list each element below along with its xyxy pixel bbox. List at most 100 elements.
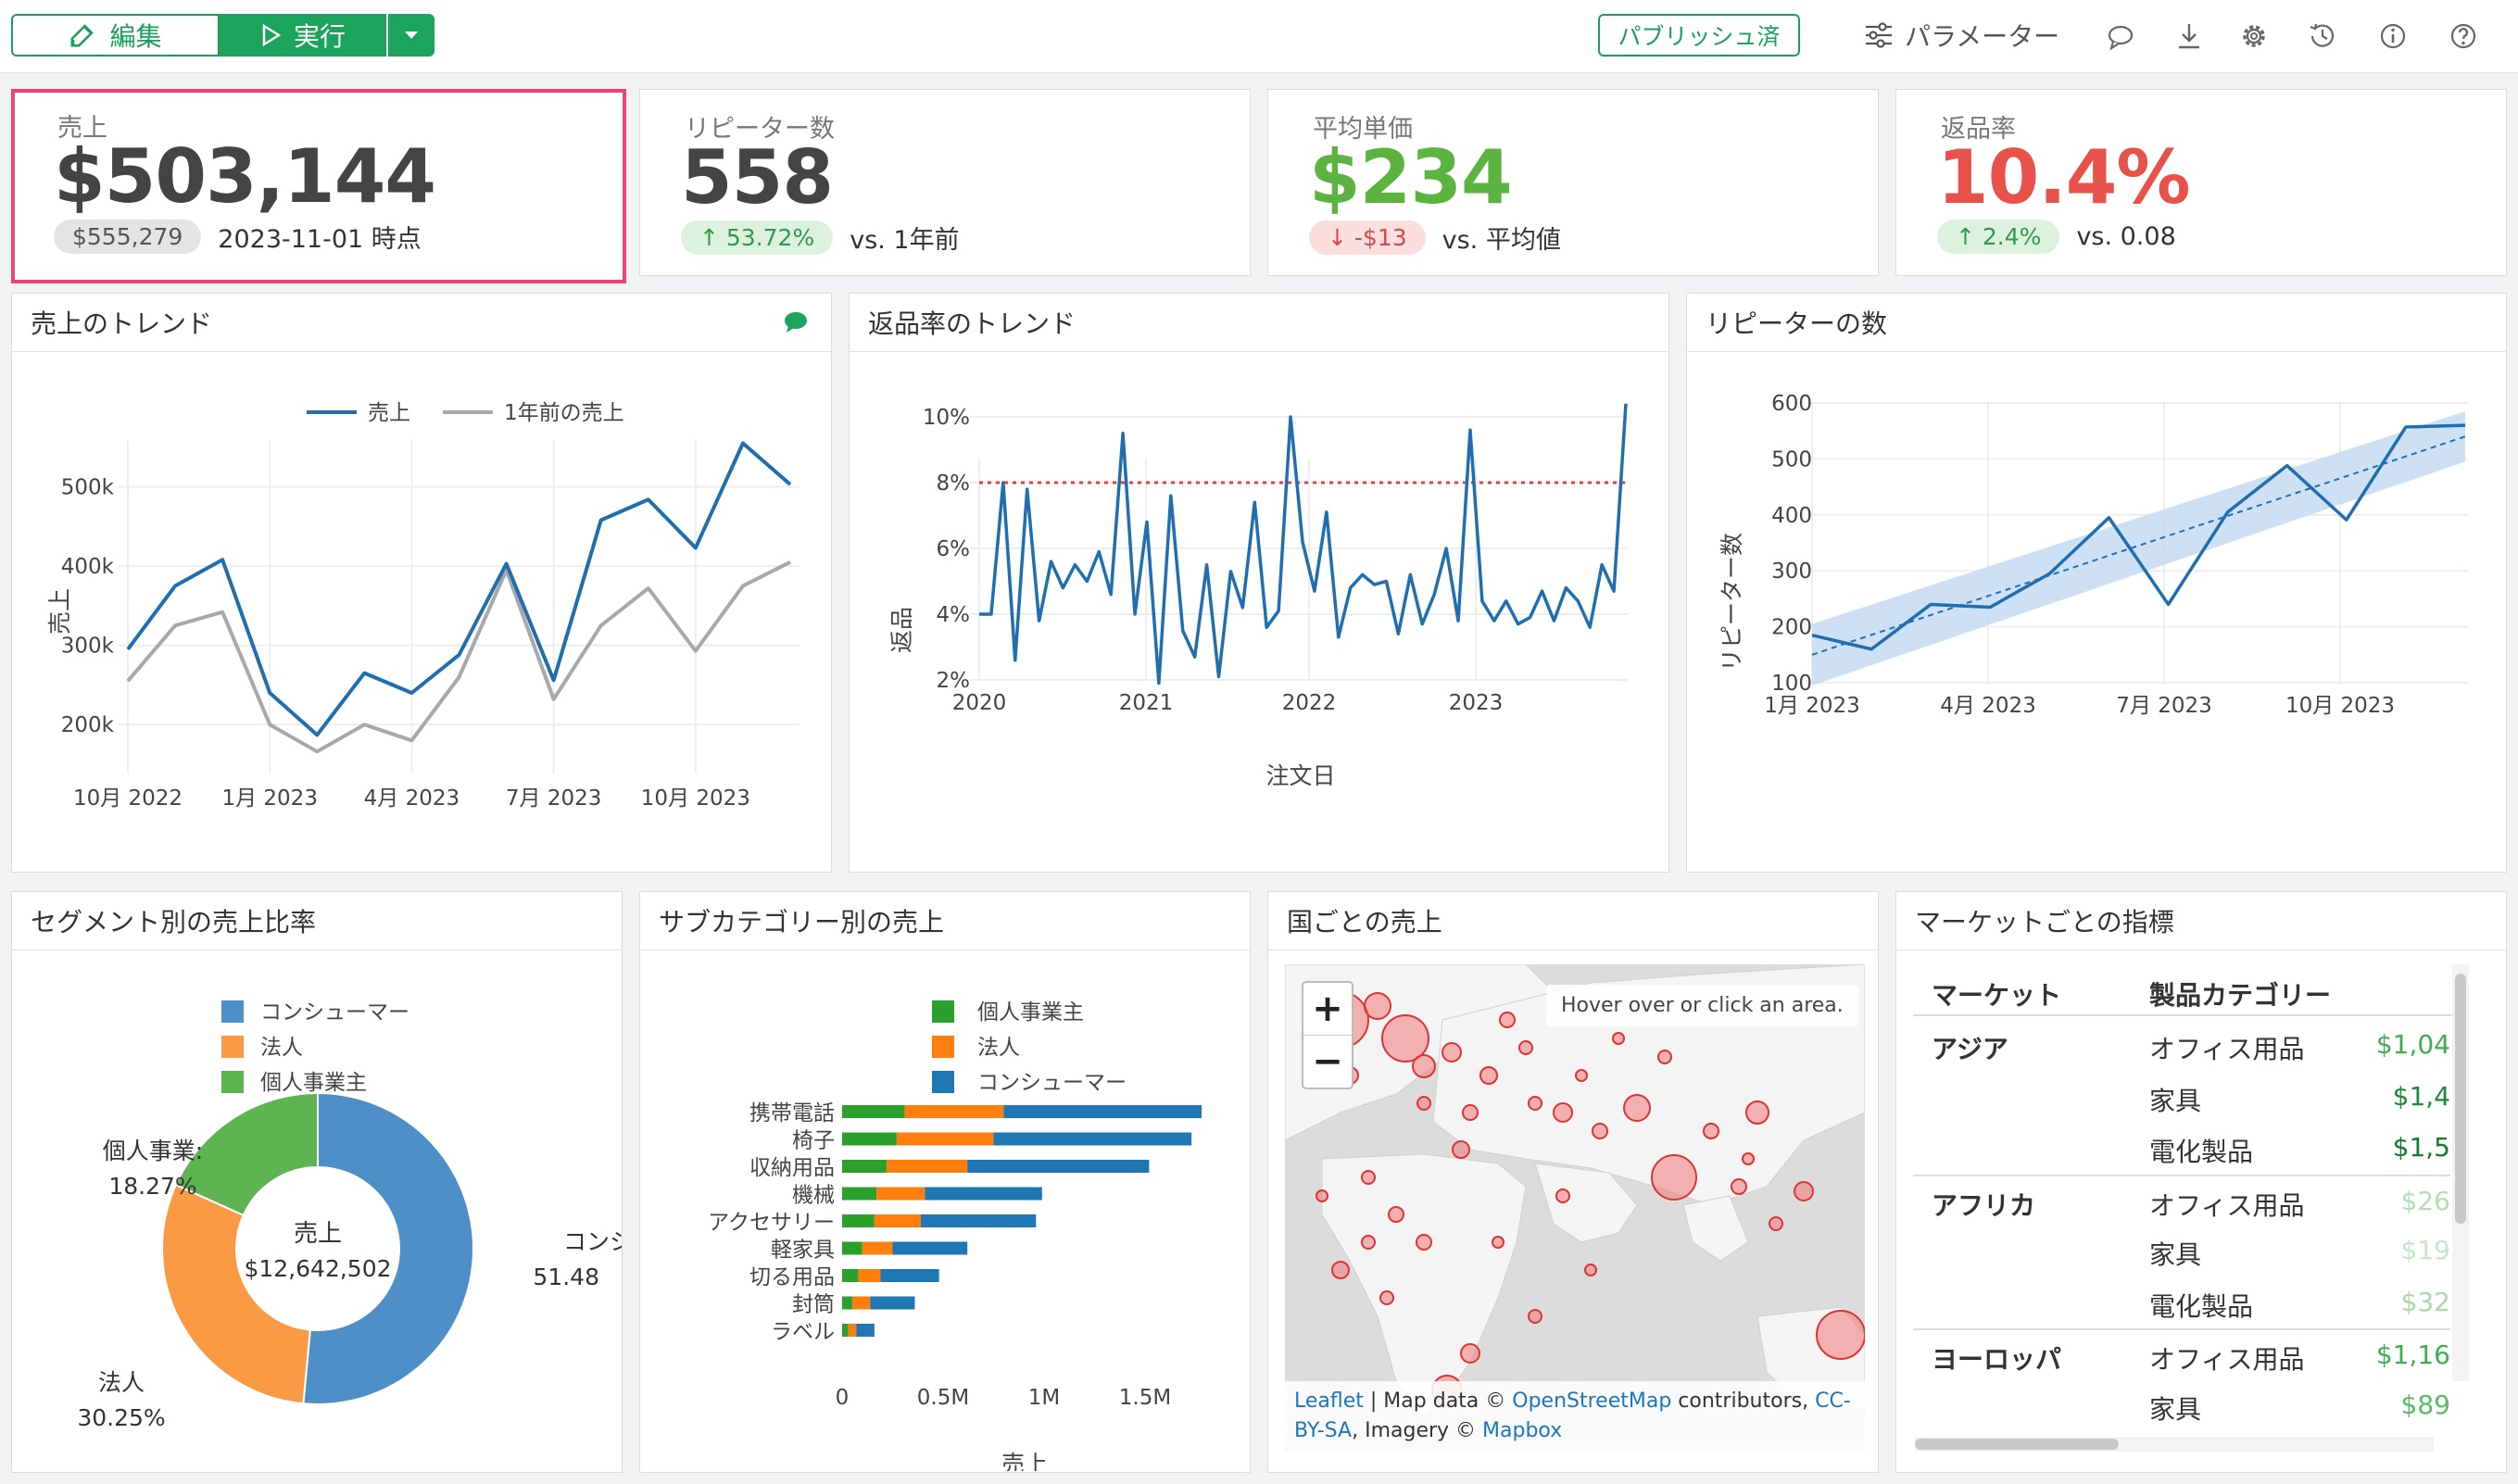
map-marker [1381,1014,1429,1063]
kpi-note: vs. 平均値 [1442,226,1561,255]
download-icon[interactable] [2173,20,2205,52]
legend-label: 個人事業主 [260,1071,367,1095]
edit-label: 編集 [109,21,162,52]
header-category: 製品カテゴリー [2149,980,2332,1011]
zoom-control: + − [1302,981,1353,1089]
map-marker [1388,1206,1404,1223]
bar-segment [842,1214,875,1227]
legend-swatch [932,1071,954,1093]
history-icon[interactable] [2307,20,2338,52]
x-tick-label: 2021 [1119,691,1174,715]
kpi-label: 平均単価 [1313,115,1413,144]
kpi-pill: ↓ -$13 [1309,220,1426,255]
horizontal-scrollbar[interactable] [1915,1437,2434,1452]
kpi-card-avg-price[interactable]: 平均単価 $234 ↓ -$13 vs. 平均値 [1267,89,1879,276]
attr-text: contributors, [1671,1390,1816,1413]
category-label: 切る用品 [749,1265,835,1289]
map-marker [1379,1290,1394,1305]
kpi-card-repeaters[interactable]: リピーター数 558 ↑ 53.72% vs. 1年前 [639,89,1251,276]
card-title: セグメント別の売上比率 [31,907,317,937]
kpi-card-sales[interactable]: 売上 $503,144 $555,279 2023-11-01 時点 [11,89,626,283]
table-row[interactable]: ヨーロッパ オフィス用品 $1,16 [1913,1328,2450,1381]
table-header: マーケット 製品カテゴリー [1913,966,2469,1016]
play-icon [262,23,282,47]
osm-link[interactable]: OpenStreetMap [1512,1390,1672,1413]
map-marker [1460,1343,1480,1364]
bar-segment [925,1187,1042,1201]
map-marker [1518,1040,1533,1055]
x-tick-label: 1.5M [1119,1386,1171,1410]
bar-segment [842,1324,849,1337]
card-title: リピーターの数 [1706,308,1888,339]
bar-segment [921,1214,1037,1227]
scroll-thumb[interactable] [1915,1439,2119,1450]
run-dropdown-button[interactable] [388,14,434,57]
legend-label: 法人 [977,1036,1020,1060]
comment-bubble-icon[interactable] [783,310,809,334]
comment-icon[interactable] [2105,20,2136,52]
x-tick-label: 2022 [1282,691,1337,715]
parameter-button[interactable]: パラメーター [1864,14,2059,57]
info-icon[interactable] [2377,20,2409,52]
return-trend-card: 返品率のトレンド 2020 2021 2022 2023 2% 4% 6% 8% 10% 返品 注文… [849,293,1669,873]
kpi-sub: ↓ -$13 vs. 平均値 [1309,220,1561,256]
table-row[interactable]: 家具 $89 [1913,1380,2450,1431]
map-marker [1528,1309,1542,1324]
table-row[interactable]: アジア オフィス用品 $1,04 [1913,1020,2450,1071]
category-cell: オフィス用品 [2149,1344,2305,1375]
kpi-note: vs. 1年前 [850,226,960,255]
scroll-thumb[interactable] [2455,974,2466,1224]
x-tick-label: 4月 2023 [364,786,460,811]
vertical-scrollbar[interactable] [2452,964,2469,1381]
bar-segment [842,1187,877,1201]
zoom-out-button[interactable]: − [1312,1040,1343,1083]
kpi-label: 売上 [57,114,107,143]
table-row[interactable]: 家具 $1,4 [1913,1072,2450,1123]
y-axis-label: 返品 [888,607,915,653]
run-button[interactable]: 実行 [220,14,386,57]
legend-label: 法人 [260,1036,303,1060]
subcategory-bar-chart: 個人事業主法人コンシューマー携帯電話椅子収納用品機械アクセサリー軽家具切る用品封… [708,1000,1202,1471]
world-map[interactable]: + − Hover over or click an area. Leaflet… [1285,964,1865,1452]
table-row[interactable]: 電化製品 $1,5 [1913,1123,2450,1174]
bar-segment [904,1105,1004,1118]
legend-label: 1年前の売上 [504,401,624,425]
cc-link[interactable]: CC-BY-SA [1294,1390,1851,1442]
table-row[interactable]: 電化製品 $32 [1913,1277,2450,1328]
published-button[interactable]: パブリッシュ済 [1598,14,1800,57]
map-marker [1612,1032,1625,1045]
bar-segment [851,1296,871,1310]
bar-segment [842,1241,862,1255]
map-marker [1361,1170,1376,1185]
value-cell: $1,16 [2375,1339,2450,1370]
leaflet-link[interactable]: Leaflet [1294,1390,1364,1413]
trend-line [1811,435,2466,656]
bar-segment [876,1187,925,1201]
map-canvas[interactable] [1285,964,1865,1452]
x-axis-label: 注文日 [1265,762,1335,789]
zoom-in-button[interactable]: + [1303,983,1352,1036]
map-marker [1575,1069,1588,1082]
table-row[interactable]: 家具 $19 [1913,1226,2450,1276]
y-tick-label: 2% [937,669,971,693]
bar-segment [870,1296,915,1310]
gear-icon[interactable] [2238,20,2270,52]
x-tick-label: 1月 2023 [221,786,317,811]
market-metrics-card: マーケットごとの指標 マーケット 製品カテゴリー アジア オフィス用品 $1,04 家… [1895,891,2507,1473]
category-cell: 電化製品 [2149,1137,2254,1167]
table-row[interactable]: アフリカ オフィス用品 $26 [1913,1174,2450,1227]
edit-button[interactable]: 編集 [11,14,220,57]
series-line [1811,423,2466,651]
map-marker [1592,1123,1608,1139]
help-icon[interactable] [2448,20,2479,52]
value-cell: $19 [2400,1235,2450,1265]
map-marker [1528,1096,1542,1111]
kpi-card-return-rate[interactable]: 返品率 10.4% ↑ 2.4% vs. 0.08 [1895,89,2507,276]
mapbox-link[interactable]: Mapbox [1482,1419,1563,1442]
edit-icon [70,24,94,47]
map-marker [1416,1096,1431,1111]
x-tick-label: 0.5M [917,1386,969,1410]
kpi-label: 返品率 [1941,115,2016,144]
category-cell: オフィス用品 [2149,1189,2305,1221]
